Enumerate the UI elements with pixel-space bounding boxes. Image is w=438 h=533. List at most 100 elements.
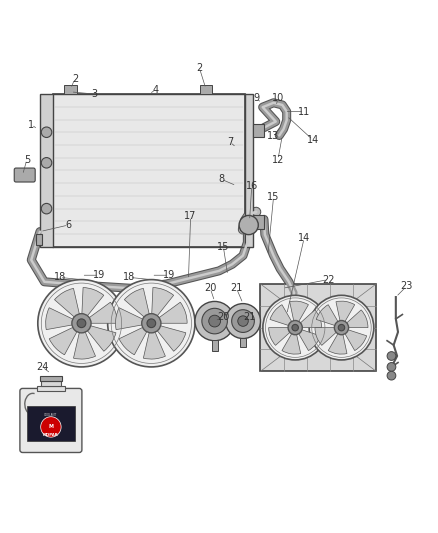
Text: 10: 10 [272, 93, 284, 103]
Circle shape [38, 280, 125, 367]
Wedge shape [295, 328, 320, 351]
Circle shape [195, 302, 234, 341]
Text: 16: 16 [246, 181, 258, 191]
Text: COOLANT: COOLANT [44, 413, 57, 417]
Bar [53, 94, 245, 247]
Wedge shape [143, 323, 166, 359]
Wedge shape [315, 328, 342, 345]
Wedge shape [46, 308, 81, 329]
Wedge shape [81, 302, 117, 323]
Text: 23: 23 [401, 281, 413, 291]
Circle shape [72, 313, 91, 333]
Wedge shape [151, 302, 187, 323]
Text: 1: 1 [28, 119, 34, 130]
Text: 2: 2 [196, 63, 202, 73]
Text: 5: 5 [24, 155, 30, 165]
Circle shape [387, 362, 396, 372]
Text: 20: 20 [217, 312, 230, 322]
Wedge shape [282, 328, 301, 354]
Text: 13: 13 [268, 131, 280, 141]
Wedge shape [54, 288, 81, 323]
Wedge shape [49, 323, 81, 355]
Text: 12: 12 [272, 155, 284, 165]
Wedge shape [342, 310, 368, 328]
Wedge shape [290, 301, 308, 328]
Wedge shape [119, 323, 151, 355]
Text: 15: 15 [217, 242, 230, 252]
Bar [245, 94, 253, 247]
Text: 22: 22 [322, 274, 334, 285]
Wedge shape [81, 287, 104, 323]
Wedge shape [342, 328, 367, 351]
Bar [40, 94, 53, 247]
Circle shape [292, 325, 298, 331]
Wedge shape [151, 287, 173, 323]
Circle shape [108, 280, 195, 367]
Circle shape [387, 372, 396, 380]
Text: 24: 24 [36, 362, 48, 372]
Circle shape [338, 325, 345, 331]
Text: 15: 15 [267, 192, 280, 201]
Bar [39, 376, 62, 381]
Text: 14: 14 [307, 135, 319, 145]
Wedge shape [81, 323, 116, 351]
Bar [261, 284, 376, 372]
Text: 18: 18 [53, 272, 66, 282]
Wedge shape [151, 323, 186, 351]
Text: 14: 14 [298, 233, 310, 243]
Text: 3: 3 [92, 89, 98, 99]
Text: 11: 11 [298, 107, 310, 117]
Circle shape [309, 295, 374, 360]
Bar [37, 386, 65, 391]
Circle shape [226, 304, 261, 338]
Text: 19: 19 [162, 270, 175, 280]
Bar [253, 215, 264, 229]
Circle shape [202, 308, 227, 334]
FancyBboxPatch shape [20, 389, 82, 453]
Circle shape [41, 417, 61, 437]
Wedge shape [336, 301, 355, 328]
Text: 18: 18 [124, 272, 136, 282]
FancyBboxPatch shape [14, 168, 35, 182]
Circle shape [387, 352, 396, 360]
Wedge shape [74, 323, 95, 359]
Circle shape [288, 320, 302, 335]
Text: 21: 21 [244, 312, 256, 322]
Text: 7: 7 [227, 137, 233, 147]
Bar [253, 124, 264, 137]
Circle shape [41, 127, 52, 138]
Circle shape [209, 315, 220, 327]
Wedge shape [270, 305, 295, 328]
Text: 21: 21 [230, 284, 243, 293]
Circle shape [142, 313, 161, 333]
Circle shape [238, 316, 248, 326]
Wedge shape [268, 328, 295, 345]
Wedge shape [124, 288, 151, 323]
Text: 2: 2 [72, 74, 78, 84]
FancyBboxPatch shape [200, 85, 212, 94]
Bar [212, 340, 218, 351]
Text: 9: 9 [253, 93, 259, 103]
Text: 19: 19 [93, 270, 105, 280]
Bar [240, 338, 246, 348]
Circle shape [147, 319, 155, 328]
Circle shape [41, 158, 52, 168]
Circle shape [334, 320, 349, 335]
Text: 20: 20 [204, 284, 216, 293]
Wedge shape [328, 328, 347, 354]
Circle shape [77, 319, 86, 328]
Circle shape [41, 204, 52, 214]
Circle shape [239, 215, 258, 235]
Wedge shape [116, 308, 151, 329]
Bar [27, 406, 75, 441]
Circle shape [232, 310, 254, 333]
Text: 8: 8 [218, 174, 224, 184]
Circle shape [263, 295, 328, 360]
Text: MOPAR: MOPAR [43, 433, 59, 437]
Wedge shape [295, 310, 321, 328]
FancyBboxPatch shape [64, 85, 77, 94]
Bar [35, 234, 42, 245]
Text: 4: 4 [152, 85, 159, 95]
Text: M: M [49, 424, 53, 430]
Wedge shape [316, 305, 342, 328]
